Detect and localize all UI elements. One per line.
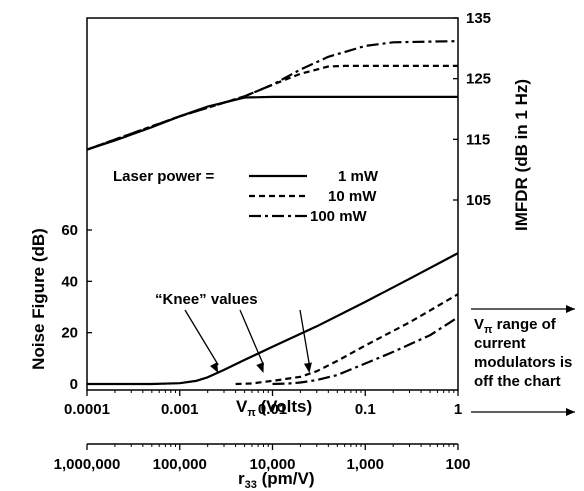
secondary-x-tick-label: 10,000 <box>250 456 296 473</box>
side-note-line-1: Vπ range of <box>474 316 557 336</box>
right-y-tick-label: 105 <box>466 192 491 209</box>
secondary-x-axis-title-main: r <box>238 469 245 488</box>
series-line-100mw-left <box>272 316 459 386</box>
left-y-tick-label: 40 <box>61 273 78 290</box>
right-y-tick-label: 125 <box>466 71 491 88</box>
knee-arrow-head <box>256 362 264 373</box>
side-note-arrow-bottom-head <box>566 408 575 416</box>
right-y-axis-title: IMFDR (dB in 1 Hz) <box>512 79 531 231</box>
plot-frame <box>86 17 459 391</box>
left-y-tick-label: 60 <box>61 222 78 239</box>
secondary-x-axis-title: r33 (pm/V) <box>238 469 314 491</box>
side-note-range-of: range of <box>492 316 556 333</box>
legend-title: Laser power = <box>113 168 215 185</box>
side-note-line-2: current <box>474 335 526 352</box>
secondary-x-axis-title-sub: 33 <box>245 479 257 491</box>
side-note-vpi-main: V <box>474 316 484 333</box>
series-line-1mw-left <box>87 252 459 386</box>
knee-arrow-head <box>210 362 219 373</box>
side-note: Vπ range of current modulators is off th… <box>471 305 575 416</box>
x-axis-title: Vπ (Volts) <box>236 397 312 419</box>
right-y-tick-label: 115 <box>466 131 490 148</box>
side-note-line-4: off the chart <box>474 373 561 390</box>
left-y-axis-title: Noise Figure (dB) <box>29 228 48 370</box>
knee-values-label: “Knee” values <box>155 291 258 308</box>
x-axis-title-sub: π <box>247 407 256 419</box>
knee-arrow-shaft <box>239 309 265 366</box>
left-y-tick-label: 20 <box>61 325 78 342</box>
x-tick-label: 0.01 <box>258 401 287 418</box>
right-y-axis-ticks: 105 115 125 135 <box>453 10 491 209</box>
knee-arrow-shaft <box>299 309 311 366</box>
legend: Laser power = 1 mW 10 mW 100 mW <box>113 168 379 225</box>
x-axis-ticks: 0.0001 0.001 0.01 0.1 1 <box>64 390 462 418</box>
series-line-10mw-left <box>235 293 459 386</box>
legend-label-1mw: 1 mW <box>338 168 379 185</box>
series-line-10mw-right <box>86 64 458 151</box>
right-y-tick-label: 135 <box>466 10 491 27</box>
x-axis-title-rest: (Volts) <box>256 397 312 416</box>
side-note-line-3: modulators is <box>474 354 572 371</box>
knee-arrow-shaft <box>184 309 219 366</box>
x-tick-label: 0.1 <box>355 401 376 418</box>
secondary-x-axis-ticks: 1,000,000 100,000 10,000 1,000 100 <box>54 444 471 473</box>
side-note-vpi-sub: π <box>484 324 493 336</box>
x-tick-label: 0.001 <box>161 401 199 418</box>
legend-label-100mw: 100 mW <box>310 208 368 225</box>
series-line-100mw-right <box>86 40 459 151</box>
series-lines <box>86 40 459 386</box>
side-note-arrow-top-head <box>566 305 575 313</box>
legend-label-10mw: 10 mW <box>328 188 377 205</box>
series-line-1mw-right <box>86 95 458 151</box>
x-tick-label: 0.0001 <box>64 401 110 418</box>
secondary-x-tick-label: 100,000 <box>153 456 207 473</box>
left-y-tick-label: 0 <box>70 376 78 393</box>
secondary-x-tick-label: 100 <box>445 456 470 473</box>
secondary-x-tick-label: 1,000 <box>346 456 384 473</box>
x-tick-label: 1 <box>454 401 462 418</box>
left-y-axis-ticks: 0 20 40 60 <box>61 222 92 393</box>
knee-arrow-head <box>303 362 312 373</box>
knee-arrows <box>184 309 312 373</box>
x-axis-title-main: V <box>236 397 248 416</box>
secondary-x-tick-label: 1,000,000 <box>54 456 121 473</box>
secondary-x-axis-title-rest: (pm/V) <box>257 469 315 488</box>
